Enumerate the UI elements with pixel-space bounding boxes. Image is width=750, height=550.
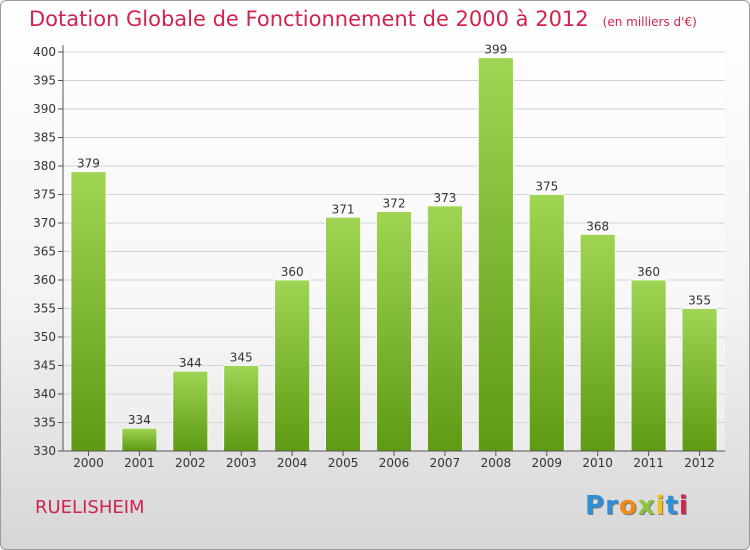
bars <box>70 57 718 452</box>
y-tick-label: 385 <box>33 131 56 145</box>
proxiti-logo[interactable]: Proxiti <box>585 491 689 521</box>
data-label-2002: 344 <box>179 356 202 370</box>
bar-2006 <box>376 211 412 452</box>
chart-title-text: Dotation Globale de Fonctionnement de 20… <box>29 7 589 31</box>
y-tick-label: 365 <box>33 245 56 259</box>
x-tick-label: 2001 <box>124 456 155 470</box>
data-label-2012: 355 <box>688 294 711 308</box>
bar-2001 <box>121 427 158 452</box>
x-tick-label: 2005 <box>328 456 359 470</box>
y-tick-label: 335 <box>33 416 56 430</box>
data-label-2004: 360 <box>281 265 304 279</box>
city-name: RUELISHEIM <box>35 497 145 518</box>
data-label-2011: 360 <box>637 265 660 279</box>
x-tick-label: 2008 <box>481 456 512 470</box>
data-label-2001: 334 <box>128 413 151 427</box>
data-label-2008: 399 <box>484 43 507 57</box>
x-tick-label: 2004 <box>277 456 308 470</box>
bar-2002 <box>172 370 209 452</box>
data-label-2009: 375 <box>535 180 558 194</box>
y-tick-label: 390 <box>33 102 56 116</box>
bar-2011 <box>630 279 667 452</box>
bar-2003 <box>223 365 260 452</box>
bar-2004 <box>274 279 311 452</box>
bar-2000 <box>70 171 107 452</box>
data-label-2006: 372 <box>383 197 406 211</box>
y-tick-label: 370 <box>33 216 56 230</box>
data-labels: 379 334 344 345 360 371 372 373 399 375 368 360 355 <box>77 43 711 428</box>
data-label-2010: 368 <box>586 219 609 233</box>
y-tick-label: 330 <box>33 444 56 458</box>
bar-2007 <box>427 205 463 452</box>
x-tick-label: 2009 <box>531 456 562 470</box>
data-label-2003: 345 <box>230 351 253 365</box>
y-tick-label: 375 <box>33 188 56 202</box>
bar-2008 <box>477 57 514 452</box>
y-tick-label: 345 <box>33 359 56 373</box>
y-tick-label: 400 <box>33 45 56 59</box>
y-axis: 330 335 340 345 350 355 360 365 370 375 380 385 390 3… <box>33 45 64 458</box>
y-tick-label: 380 <box>33 159 56 173</box>
data-label-2000: 379 <box>77 157 100 171</box>
x-tick-label: 2003 <box>226 456 257 470</box>
y-tick-label: 355 <box>33 302 56 316</box>
bar-2010 <box>579 233 616 452</box>
bar-2012 <box>681 308 718 452</box>
y-tick-label: 350 <box>33 330 56 344</box>
y-tick-label: 360 <box>33 273 56 287</box>
bar-2009 <box>528 194 565 452</box>
data-label-2005: 371 <box>332 202 355 216</box>
x-tick-label: 2000 <box>73 456 104 470</box>
x-tick-label: 2010 <box>582 456 613 470</box>
chart-subtitle: (en milliers d'€) <box>602 15 697 29</box>
x-tick-label: 2002 <box>175 456 206 470</box>
bar-2005 <box>325 216 361 452</box>
y-tick-label: 340 <box>33 387 56 401</box>
x-tick-label: 2006 <box>379 456 410 470</box>
chart-title: Dotation Globale de Fonctionnement de 20… <box>29 7 697 31</box>
x-tick-label: 2012 <box>684 456 715 470</box>
x-axis: 2000 2001 2002 2003 2004 2005 2006 2007 2008 2009… <box>63 450 725 470</box>
x-tick-label: 2011 <box>633 456 664 470</box>
x-tick-label: 2007 <box>430 456 461 470</box>
data-label-2007: 373 <box>433 191 456 205</box>
y-tick-label: 395 <box>33 74 56 88</box>
